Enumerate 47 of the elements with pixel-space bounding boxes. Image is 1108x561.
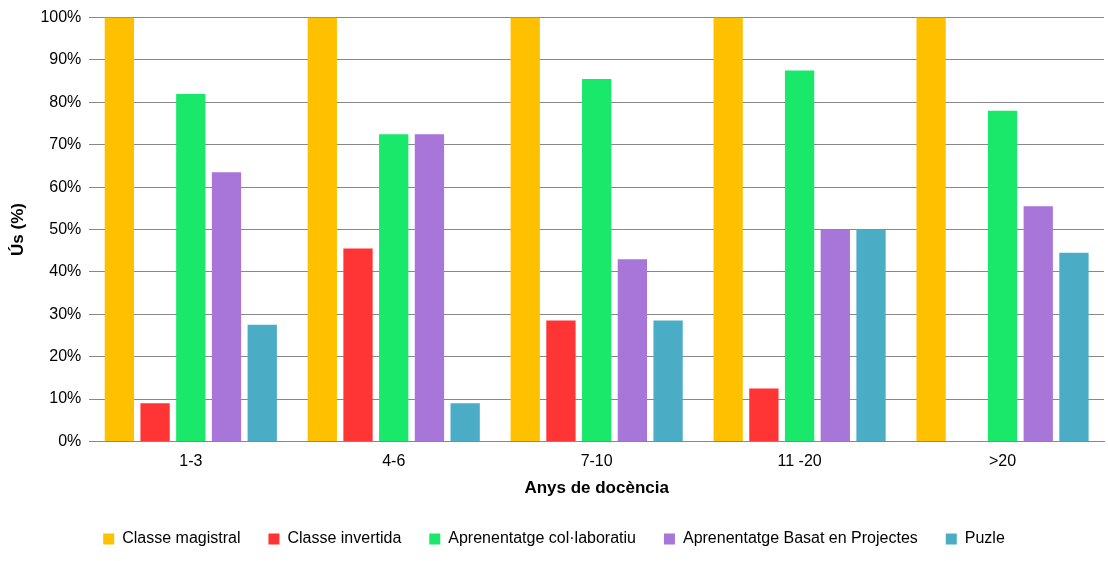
bar <box>104 17 134 441</box>
y-tick-label: 50% <box>49 219 82 237</box>
bar <box>450 403 480 441</box>
y-tick-label: 0% <box>58 431 82 449</box>
y-axis-title: Ús (%) <box>7 203 27 256</box>
bar <box>343 248 373 441</box>
y-tick-label: 10% <box>49 389 82 407</box>
legend-label: Puzle <box>964 529 1005 547</box>
bar <box>617 259 648 441</box>
y-tick-label: 70% <box>49 135 82 153</box>
bar <box>653 320 683 441</box>
bar <box>211 172 242 441</box>
bar <box>176 93 206 441</box>
bar <box>987 110 1018 441</box>
y-tick-label: 80% <box>49 92 82 110</box>
bar <box>713 17 743 441</box>
bar <box>379 134 409 441</box>
bar <box>784 70 815 441</box>
bar <box>856 229 886 441</box>
legend-label: Classe magistral <box>122 529 241 547</box>
x-tick-label: 1-3 <box>179 452 203 470</box>
bar <box>916 17 946 441</box>
legend-label: Aprenentatge col·laboratiu <box>448 529 636 547</box>
legend-label: Classe invertida <box>287 529 402 547</box>
x-tick-label: 7-10 <box>580 452 613 470</box>
y-tick-label: 100% <box>40 8 82 26</box>
legend-label: Aprenentatge Basat en Projectes <box>682 529 918 547</box>
bar <box>1023 206 1053 441</box>
bar <box>820 229 850 441</box>
bar <box>247 324 277 441</box>
y-tick-label: 90% <box>49 50 82 68</box>
x-tick-label: >20 <box>988 452 1017 470</box>
bar <box>414 134 445 441</box>
bar <box>582 79 612 441</box>
y-tick-label: 60% <box>49 177 82 195</box>
bar <box>1059 252 1089 441</box>
y-tick-label: 20% <box>49 347 82 365</box>
y-tick-label: 30% <box>49 304 82 322</box>
bar <box>546 320 576 441</box>
bar <box>749 388 779 441</box>
x-axis-title: Anys de docència <box>524 478 670 498</box>
y-tick-label: 40% <box>49 262 82 280</box>
x-tick-label: 11 -20 <box>777 452 822 470</box>
bar <box>510 17 540 441</box>
x-tick-label: 4-6 <box>382 452 406 470</box>
bar <box>307 17 337 441</box>
bar <box>140 403 170 441</box>
